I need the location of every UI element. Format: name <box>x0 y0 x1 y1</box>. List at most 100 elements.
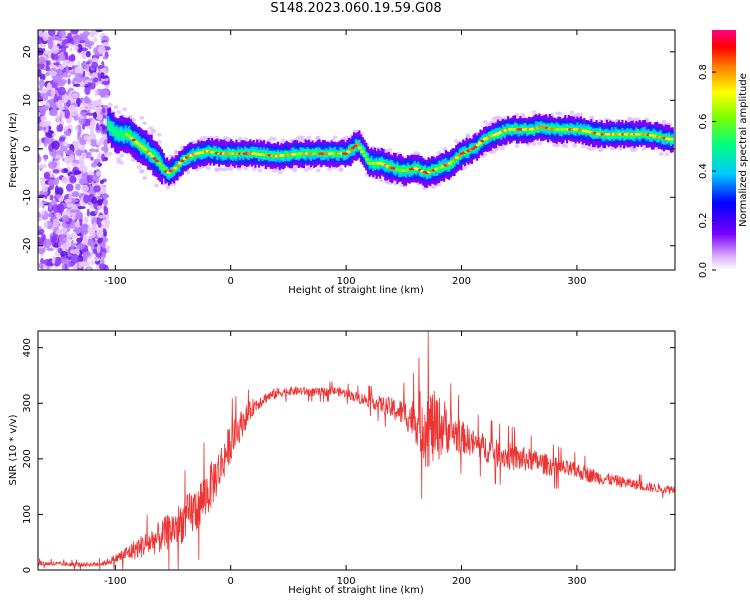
heatmap-cell <box>277 170 283 175</box>
heatmap-cell <box>101 153 105 162</box>
heatmap-cell <box>63 155 72 165</box>
heatmap-cell <box>102 56 108 60</box>
heatmap-cell <box>86 40 95 47</box>
heatmap-cell <box>176 164 179 172</box>
heatmap-cell <box>52 218 60 227</box>
heatmap-cell <box>153 151 157 161</box>
heatmap-cell <box>156 132 162 137</box>
heatmap-cell <box>565 124 569 131</box>
heatmap-cell <box>104 221 110 229</box>
heatmap-cell <box>139 169 145 174</box>
heatmap-cell <box>65 65 69 75</box>
heatmap-cell <box>481 140 484 147</box>
heatmap-cell <box>292 165 298 170</box>
heatmap-cell <box>610 127 614 138</box>
heatmap-cell <box>61 93 69 104</box>
heatmap-cell <box>192 153 195 160</box>
heatmap-cell <box>378 178 384 183</box>
heatmap-cell <box>87 82 92 88</box>
heatmap-cell <box>85 50 91 58</box>
heatmap-cell <box>101 80 110 85</box>
heatmap-cell <box>73 45 79 51</box>
heatmap-cell <box>47 30 56 37</box>
heatmap-cell <box>40 210 45 216</box>
heatmap-cell <box>225 136 231 141</box>
heatmap-cell <box>237 166 243 171</box>
heatmap-cell <box>38 95 44 103</box>
spectrogram-y-axis-label: Frequency (Hz) <box>8 112 19 188</box>
heatmap-cell <box>72 83 81 87</box>
heatmap-cell <box>114 127 117 136</box>
heatmap-cell <box>384 160 387 168</box>
heatmap-cell <box>259 152 262 160</box>
heatmap-cell <box>43 139 49 144</box>
colorbar-gradient <box>712 30 736 270</box>
heatmap-cell <box>569 110 575 115</box>
heatmap-cell <box>346 150 351 153</box>
heatmap-cell <box>70 253 80 264</box>
heatmap-cell <box>38 36 42 45</box>
heatmap-cell <box>510 124 513 132</box>
heatmap-cell <box>70 197 76 204</box>
heatmap-cell <box>117 130 120 140</box>
heatmap-cell <box>101 193 109 199</box>
heatmap-cell <box>283 150 286 157</box>
heatmap-cell <box>88 43 92 50</box>
heatmap-cell <box>101 240 106 249</box>
heatmap-cell <box>306 135 312 140</box>
heatmap-cell <box>55 212 62 220</box>
heatmap-cell <box>94 89 99 97</box>
heatmap-cell <box>361 146 364 154</box>
heatmap-cell <box>304 149 307 156</box>
heatmap-cell <box>41 185 49 193</box>
heatmap-cell <box>96 171 101 177</box>
heatmap-cell <box>100 118 104 126</box>
heatmap-cell <box>93 222 97 231</box>
spectrogram-x-tick-label: 100 <box>337 276 356 287</box>
heatmap-cell <box>61 214 70 223</box>
snr-y-tick-label: 100 <box>22 505 33 524</box>
heatmap-cell <box>173 166 178 170</box>
snr-x-tick-label: -100 <box>104 576 127 587</box>
heatmap-cell <box>73 34 81 45</box>
heatmap-cell <box>609 132 612 139</box>
heatmap-cell <box>52 255 56 265</box>
heatmap-cell <box>180 159 185 163</box>
heatmap-cell <box>169 170 172 177</box>
heatmap-cell <box>263 147 266 159</box>
heatmap-cell <box>614 132 617 139</box>
heatmap-cell <box>240 148 243 155</box>
heatmap-cell <box>42 265 48 270</box>
heatmap-cell <box>443 164 446 172</box>
heatmap-cell <box>632 147 638 152</box>
heatmap-cell <box>171 182 177 187</box>
heatmap-cell <box>110 123 113 133</box>
heatmap-cell <box>91 230 96 239</box>
heatmap-cell <box>94 148 100 153</box>
heatmap-cell <box>99 179 104 185</box>
heatmap-cell <box>147 152 152 155</box>
heatmap-cell <box>65 43 73 47</box>
heatmap-cell <box>49 194 54 201</box>
heatmap-cell <box>48 212 54 218</box>
heatmap-cell <box>87 171 95 176</box>
heatmap-cell <box>97 98 102 104</box>
heatmap-cell <box>550 124 553 131</box>
heatmap-cell <box>119 128 122 137</box>
heatmap-cell <box>91 196 98 205</box>
heatmap-cell <box>97 162 103 167</box>
heatmap-cell <box>58 30 66 39</box>
heatmap-cell <box>50 235 57 244</box>
heatmap-cell <box>51 148 57 159</box>
heatmap-cell <box>156 140 162 145</box>
heatmap-cell <box>122 130 126 140</box>
heatmap-cell <box>119 153 125 158</box>
heatmap-cell <box>92 160 98 166</box>
heatmap-cell <box>297 152 300 159</box>
heatmap-cell <box>482 152 488 157</box>
heatmap-cell <box>130 157 136 162</box>
heatmap-cell <box>598 129 602 136</box>
heatmap-cell <box>161 167 166 171</box>
heatmap-cell <box>85 104 94 108</box>
heatmap-cell <box>73 115 79 121</box>
